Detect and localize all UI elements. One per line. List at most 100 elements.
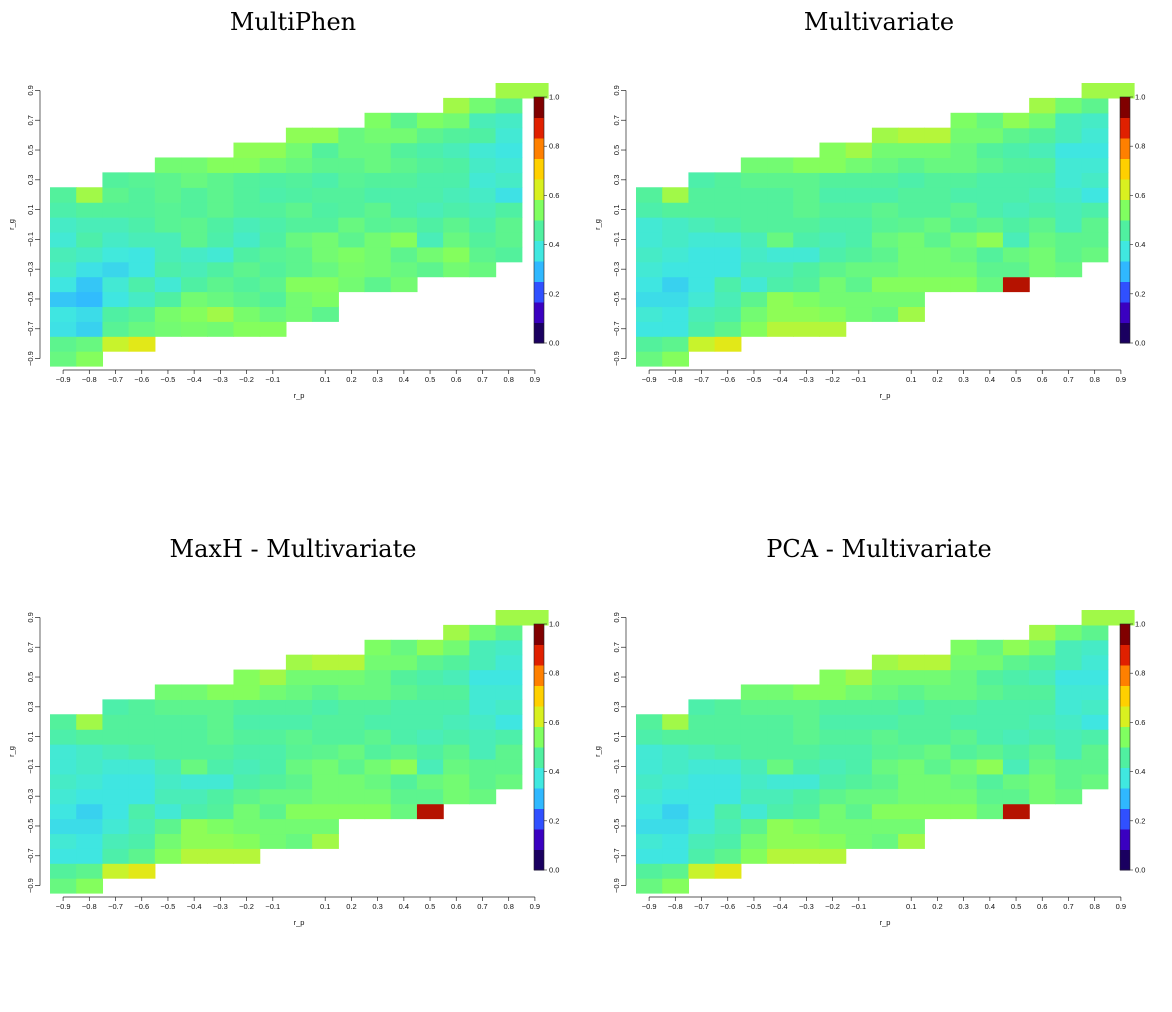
x-tick-label: −0.4 xyxy=(187,375,202,384)
heatmap-cell xyxy=(443,758,470,775)
heatmap-cells xyxy=(50,610,549,894)
x-tick-label: −0.7 xyxy=(108,902,123,911)
heatmap-cell xyxy=(364,112,392,129)
heatmap-cell xyxy=(950,773,978,790)
colorbar-segment xyxy=(534,322,544,344)
colorbar-segment xyxy=(534,849,544,871)
heatmap-cell xyxy=(819,261,847,278)
heatmap-cell xyxy=(207,202,235,218)
heatmap-cell xyxy=(662,276,690,293)
heatmap-cell xyxy=(1081,83,1109,99)
heatmap-cell xyxy=(390,744,418,760)
heatmap-cell xyxy=(364,261,392,278)
heatmap-cell xyxy=(793,758,821,775)
x-tick-label: −0.8 xyxy=(668,902,683,911)
heatmap-cell xyxy=(740,803,768,820)
heatmap-cell xyxy=(181,773,208,790)
x-axis: −0.9 −0.8 −0.7 −0.6 −0.5 −0.4 −0.3 −0.2 −0.1 0.1 0… xyxy=(642,369,1126,400)
heatmap-cell xyxy=(819,729,847,745)
heatmap-cell xyxy=(443,231,470,248)
heatmap-cell xyxy=(443,669,470,686)
heatmap-cell xyxy=(950,803,978,820)
heatmap-cell xyxy=(1029,729,1056,745)
heatmap-cell xyxy=(312,157,339,173)
heatmap-cell xyxy=(312,261,339,278)
heatmap-cell xyxy=(662,848,690,864)
x-tick-label: 0.7 xyxy=(477,375,487,384)
y-tick-label: −0.3 xyxy=(26,262,35,277)
heatmap-cell xyxy=(233,758,261,775)
heatmap-cell xyxy=(1029,773,1056,790)
heatmap-cell xyxy=(50,729,77,745)
heatmap-cell xyxy=(207,788,235,805)
y-tick-label: 0.9 xyxy=(612,612,621,622)
heatmap-cell xyxy=(1002,261,1030,278)
heatmap-cell xyxy=(1055,624,1083,641)
heatmap-cell xyxy=(662,231,690,248)
x-tick-label: 0.4 xyxy=(985,375,995,384)
heatmap-cell xyxy=(819,291,847,308)
heatmap-cell xyxy=(898,291,925,308)
y-tick-label: 0.7 xyxy=(26,642,35,652)
heatmap-cell xyxy=(495,142,523,159)
heatmap-cell xyxy=(714,833,742,849)
colorbar-tick-label: 0.0 xyxy=(549,866,559,875)
x-tick-label: 0.9 xyxy=(1116,375,1126,384)
heatmap-cell xyxy=(50,336,77,352)
heatmap-cell xyxy=(845,202,873,218)
x-tick-label: 0.1 xyxy=(906,902,916,911)
heatmap-cell xyxy=(871,127,899,144)
heatmap-cell xyxy=(1055,788,1083,805)
heatmap-cell xyxy=(233,818,261,835)
heatmap-cell xyxy=(950,788,978,805)
heatmap-cell xyxy=(338,276,366,293)
heatmap-cell xyxy=(688,231,716,248)
heatmap-cell xyxy=(495,669,523,686)
y-tick-label: −0.3 xyxy=(612,789,621,804)
heatmap-cell xyxy=(469,127,497,144)
heatmap-cell xyxy=(688,773,716,790)
heatmap-cell xyxy=(714,336,742,352)
heatmap-cell xyxy=(1002,684,1030,700)
colorbar-segment xyxy=(1120,849,1130,871)
y-tick-label: 0.1 xyxy=(612,204,621,214)
heatmap-cell xyxy=(1002,803,1030,820)
heatmap-cell xyxy=(495,112,523,129)
heatmap-cell xyxy=(259,187,287,203)
colorbar-segment xyxy=(1120,706,1130,727)
y-tick-label: 0.3 xyxy=(26,702,35,712)
heatmap-cell xyxy=(338,669,366,686)
colorbar-tick-label: 1.0 xyxy=(549,620,559,629)
heatmap-cell xyxy=(845,699,873,715)
heatmap-cell xyxy=(898,744,925,760)
heatmap-cell xyxy=(1081,669,1109,686)
heatmap-cell xyxy=(871,684,899,700)
heatmap-cell xyxy=(285,246,313,263)
heatmap-cell xyxy=(871,714,899,730)
heatmap-cell xyxy=(1029,699,1056,715)
heatmap-cell xyxy=(898,142,925,159)
heatmap-cell xyxy=(416,112,444,129)
heatmap-cell xyxy=(154,246,182,263)
heatmap-cell xyxy=(688,699,716,715)
heatmap-cell xyxy=(443,142,470,159)
x-tick-label: −0.8 xyxy=(82,902,97,911)
heatmap-cell xyxy=(364,669,392,686)
heatmap-cell xyxy=(390,157,418,173)
heatmap-cell xyxy=(1002,231,1030,248)
heatmap-cell xyxy=(819,848,847,864)
heatmap-cell xyxy=(233,848,261,864)
heatmap-cell xyxy=(898,231,925,248)
heatmap-cell xyxy=(898,172,925,188)
heatmap-cell xyxy=(285,276,313,293)
heatmap-cell xyxy=(128,818,156,835)
heatmap-cell xyxy=(495,684,523,700)
heatmap-cell xyxy=(819,803,847,820)
heatmap-cell xyxy=(714,699,742,715)
heatmap-cell xyxy=(793,306,821,322)
heatmap-cell xyxy=(364,803,392,820)
heatmap-cell xyxy=(767,684,794,700)
heatmap-cell xyxy=(259,699,287,715)
heatmap-cell xyxy=(793,321,821,337)
heatmap-cell xyxy=(102,261,130,278)
